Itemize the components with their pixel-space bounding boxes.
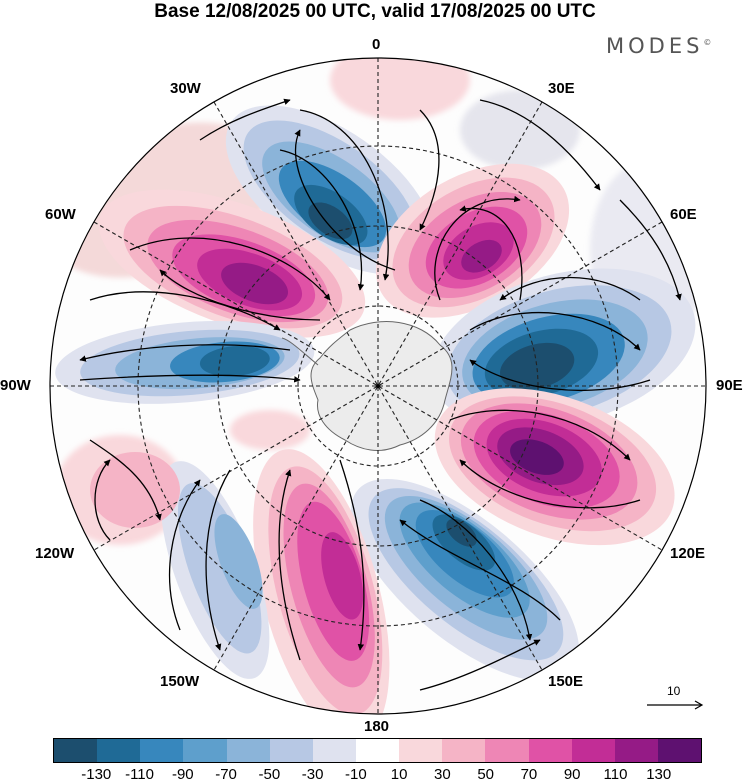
colorbar-swatch bbox=[571, 739, 615, 762]
lon-label-120e: 120E bbox=[670, 545, 706, 562]
colorbar-tick-label: -30 bbox=[301, 766, 324, 783]
colorbar-swatch bbox=[442, 739, 486, 762]
copyright-mark: © bbox=[703, 38, 712, 47]
colorbar-tick-label: 50 bbox=[477, 766, 494, 783]
wind-streamlines bbox=[79, 98, 682, 691]
lon-label-150e: 150E bbox=[548, 673, 584, 690]
lon-label-90e: 90E bbox=[716, 377, 743, 394]
colorbar-tick-label: 90 bbox=[563, 766, 581, 783]
map-border bbox=[49, 57, 707, 715]
vector-reference-arrow bbox=[647, 700, 704, 710]
colorbar-swatch bbox=[614, 739, 658, 762]
colorbar-tick-label: -50 bbox=[258, 766, 281, 783]
colorbar-swatch bbox=[183, 739, 227, 762]
colorbar-swatch bbox=[657, 739, 702, 762]
colorbar-swatch bbox=[485, 739, 529, 762]
colorbar-tick-label: -90 bbox=[171, 766, 194, 783]
colorbar-tick-label: -70 bbox=[215, 766, 237, 783]
map-title: Base 12/08/2025 00 UTC, valid 17/08/2025… bbox=[154, 1, 596, 22]
lon-label-180: 180 bbox=[364, 718, 390, 735]
lon-label-60e: 60E bbox=[670, 206, 697, 223]
colorbar-swatch bbox=[97, 739, 141, 762]
colorbar-swatch bbox=[528, 739, 572, 762]
lon-label-30e: 30E bbox=[548, 80, 575, 97]
colorbar-swatch bbox=[140, 739, 184, 762]
vector-reference-label: 10 bbox=[667, 684, 681, 698]
anomaly-field bbox=[50, 58, 706, 714]
lon-label-90w: 90W bbox=[0, 377, 31, 394]
lon-label-30w: 30W bbox=[170, 80, 201, 97]
colorbar-tick-label: 130 bbox=[646, 766, 672, 783]
colorbar-swatch bbox=[355, 739, 400, 762]
colorbar-swatch bbox=[269, 739, 313, 762]
colorbar bbox=[53, 738, 702, 763]
colorbar-tick-label: -130 bbox=[81, 766, 112, 783]
colorbar-tick-label: 10 bbox=[390, 766, 408, 783]
colorbar-tick-label: 70 bbox=[520, 766, 538, 783]
colorbar-swatch bbox=[54, 739, 98, 762]
lon-label-0: 0 bbox=[372, 36, 381, 53]
graticule bbox=[50, 58, 706, 714]
colorbar-ticks: -130 -110 -90 -70 -50 -30 -10 10 30 50 70 90 110 130 bbox=[0, 766, 750, 784]
colorbar-tick-label: 110 bbox=[603, 766, 628, 783]
colorbar-tick-label: -110 bbox=[125, 766, 154, 783]
lon-label-150w: 150W bbox=[160, 673, 200, 690]
colorbar-swatch bbox=[226, 739, 270, 762]
lon-label-120w: 120W bbox=[35, 545, 75, 562]
colorbar-tick-label: 30 bbox=[434, 766, 451, 783]
colorbar-swatch bbox=[399, 739, 443, 762]
modes-logo: MODES© bbox=[606, 34, 711, 58]
lon-label-60w: 60W bbox=[45, 206, 76, 223]
colorbar-tick-label: -10 bbox=[345, 766, 367, 783]
brand-text: MODES bbox=[606, 34, 704, 58]
colorbar-swatch bbox=[312, 739, 356, 762]
